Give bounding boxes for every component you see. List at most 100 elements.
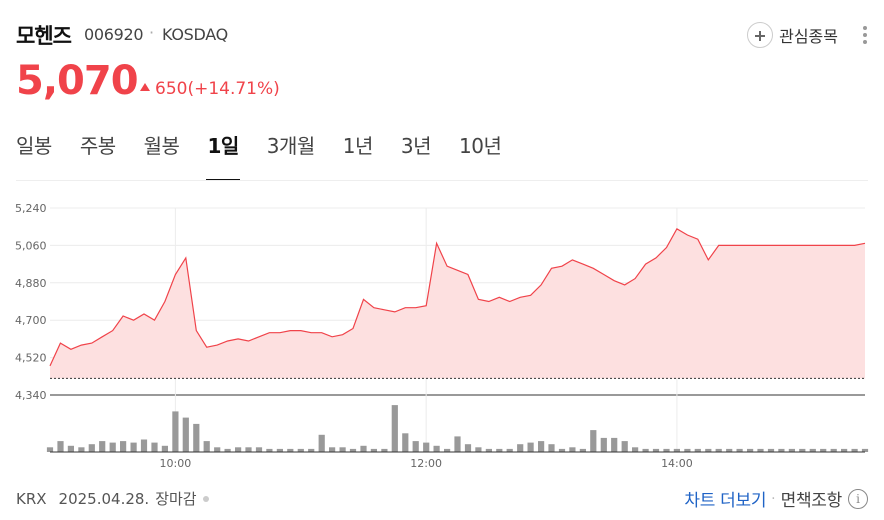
- info-icon[interactable]: i: [848, 488, 868, 509]
- tab-1year[interactable]: 1년: [342, 134, 374, 158]
- tab-weekly[interactable]: 주봉: [79, 134, 116, 158]
- footer-info: KRX 2025.04.28. 장마감: [16, 488, 209, 509]
- volume-bar: [423, 442, 430, 452]
- volume-bar: [130, 442, 137, 452]
- volume-bar: [349, 448, 357, 452]
- x-axis-ticks: 10:00 12:00 14:00: [160, 457, 693, 470]
- volume-bar: [57, 441, 64, 452]
- volume-bar: [851, 448, 858, 452]
- volume-bar: [506, 448, 513, 452]
- y-tick-label: 5,060: [15, 239, 47, 252]
- trade-date: 2025.04.28.: [58, 489, 150, 508]
- volume-bar: [485, 448, 492, 452]
- volume-bar: [820, 448, 827, 452]
- volume-bar: [193, 423, 200, 452]
- volume-bar: [203, 441, 210, 452]
- volume-bar: [642, 448, 649, 452]
- volume-bar: [161, 445, 168, 453]
- volume-bar: [339, 447, 346, 452]
- volume-bar: [684, 448, 691, 452]
- volume-bar: [809, 448, 816, 452]
- up-triangle-icon: [140, 83, 150, 91]
- tab-10year[interactable]: 10년: [459, 134, 502, 158]
- disclaimer-link[interactable]: 면책조항: [780, 491, 843, 511]
- watchlist-label: 관심종목: [779, 27, 838, 46]
- price-line: [49, 227, 866, 367]
- volume-bar: [569, 447, 576, 452]
- plus-icon: [747, 22, 774, 48]
- volume-bar: [694, 448, 701, 452]
- volume-bar: [767, 448, 775, 452]
- stock-header: 모헨즈 006920 · KOSDAQ 관심종목: [16, 20, 868, 50]
- x-tick-label: 10:00: [160, 457, 192, 470]
- x-tick-label: 14:00: [661, 457, 693, 470]
- tab-3year[interactable]: 3년: [400, 134, 432, 158]
- more-vertical-icon[interactable]: [862, 26, 868, 44]
- intraday-chart[interactable]: 5,240 5,060 4,880 4,700 4,520 4,340 10:00 12:0…: [0, 190, 884, 480]
- volume-bar: [297, 448, 304, 452]
- status-dot: [202, 495, 209, 502]
- tab-monthly[interactable]: 월봉: [143, 134, 180, 158]
- volume-bar: [663, 448, 670, 452]
- volume-bar: [224, 448, 231, 452]
- volume-bar: [182, 417, 189, 452]
- volume-bar: [726, 448, 733, 452]
- volume-bar: [527, 442, 534, 452]
- volume-bar: [538, 441, 545, 452]
- tab-daily[interactable]: 일봉: [16, 134, 52, 158]
- add-watchlist-button[interactable]: 관심종목: [747, 22, 838, 48]
- volume-bar: [778, 448, 785, 452]
- y-tick-label: 5,240: [15, 202, 47, 215]
- volume-bar: [140, 439, 148, 452]
- volume-bar: [120, 441, 127, 452]
- volume-bar: [611, 437, 618, 452]
- volume-bar: [736, 448, 743, 452]
- volume-bar: [67, 445, 74, 453]
- change-amount: 650: [155, 79, 188, 99]
- volume-bar: [287, 448, 294, 452]
- price-change: 650 (+14.71%): [140, 79, 280, 99]
- x-tick-label: 12:00: [410, 457, 442, 470]
- exchange-label: KRX: [16, 489, 47, 508]
- volume-bar: [590, 430, 597, 452]
- volume-bar: [402, 433, 409, 453]
- tab-1day[interactable]: 1일: [206, 130, 241, 181]
- stock-code: 006920: [84, 25, 144, 44]
- volume-bar: [861, 448, 869, 452]
- volume-bar: [318, 434, 325, 452]
- volume-bar: [391, 405, 398, 452]
- y-axis-ticks: 5,240 5,060 4,880 4,700 4,520 4,340: [15, 202, 47, 402]
- volume-bar: [276, 448, 283, 452]
- volume-bar: [600, 437, 607, 452]
- chart-more-link[interactable]: 차트 더보기: [684, 491, 767, 511]
- volume-bar: [308, 448, 315, 452]
- volume-bar: [360, 445, 367, 453]
- y-tick-label: 4,340: [15, 389, 47, 402]
- volume-bar: [715, 448, 722, 452]
- volume-bar: [652, 448, 660, 452]
- volume-bar: [747, 448, 754, 452]
- volume-bar: [109, 442, 116, 452]
- volume-bar: [46, 447, 54, 452]
- volume-bar: [151, 442, 158, 452]
- volume-bar: [517, 444, 524, 452]
- tabs-divider: [16, 180, 868, 181]
- y-tick-label: 4,700: [15, 314, 47, 327]
- separator-dot: ·: [771, 490, 776, 507]
- volume-bar: [88, 444, 95, 452]
- volume-bar: [266, 448, 273, 452]
- current-price: 5,070: [16, 58, 139, 104]
- volume-bar: [329, 447, 336, 452]
- market-status: 장마감: [155, 490, 197, 508]
- volume-bar: [558, 448, 566, 452]
- volume-bar: [444, 448, 451, 452]
- volume-bars: [46, 405, 869, 453]
- period-tabs: 일봉 주봉 월봉 1일 3개월 1년 3년 10년: [16, 130, 529, 181]
- volume-bar: [370, 448, 377, 452]
- price-area: [50, 228, 865, 379]
- volume-bar: [788, 448, 795, 452]
- tab-3month[interactable]: 3개월: [266, 134, 316, 158]
- volume-bar: [412, 441, 419, 452]
- volume-bar: [705, 448, 712, 452]
- volume-bar: [621, 441, 628, 452]
